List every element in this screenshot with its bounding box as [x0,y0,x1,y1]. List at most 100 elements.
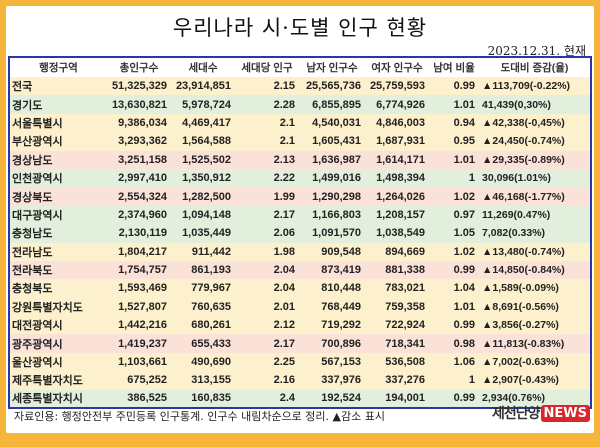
cell-total: 51,325,329 [107,77,171,96]
cell-change: ▲42,338(-0,45%) [479,113,591,133]
table-row: 충청북도 1,593,469 779,967 2.04 810,448 783,021 1.… [9,279,591,298]
cell-male: 1,166,803 [299,205,365,225]
cell-change: 41,439(0,30%) [479,95,591,114]
cell-households: 655,433 [171,334,235,353]
cell-total: 1,419,237 [107,334,171,353]
cell-ratio: 0.99 [429,316,479,335]
cell-change: ▲1,589(-0.09%) [479,279,591,298]
cell-name: 전라북도 [9,260,107,280]
cell-female: 1,264,026 [365,187,429,206]
cell-ratio: 1.02 [429,242,479,261]
cell-ratio: 1.02 [429,187,479,206]
cell-total: 3,251,158 [107,150,171,169]
cell-male: 810,448 [299,279,365,298]
cell-per: 2.4 [235,389,299,409]
cell-total: 675,252 [107,371,171,390]
cell-male: 719,292 [299,316,365,335]
cell-ratio: 0.99 [429,389,479,409]
logo-korean: 제천단양 [492,406,541,422]
table-row: 부산광역시 3,293,362 1,564,588 2.1 1,605,431 1,687… [9,132,591,151]
cell-households: 1,035,449 [171,224,235,243]
cell-per: 2.25 [235,352,299,372]
cell-total: 1,593,469 [107,279,171,298]
source-note: 자료인용: 행정안전부 주민등록 인구통계. 인구수 내림차순으로 정리. ▲감… [14,410,385,423]
cell-female: 1,498,394 [365,168,429,188]
cell-total: 1,103,661 [107,352,171,372]
cell-ratio: 1.01 [429,297,479,317]
cell-female: 1,687,931 [365,132,429,151]
cell-name: 충청북도 [9,279,107,298]
cell-households: 490,690 [171,352,235,372]
cell-name: 경기도 [9,95,107,114]
cell-per: 2.28 [235,95,299,114]
cell-female: 194,001 [365,389,429,409]
cell-change: ▲3,856(-0.27%) [479,316,591,335]
logo-news: NEWS [540,404,590,422]
cell-per: 1.99 [235,187,299,206]
cell-male: 337,976 [299,371,365,390]
cell-ratio: 1.04 [429,279,479,298]
cell-total: 1,442,216 [107,316,171,335]
cell-per: 2.17 [235,205,299,225]
cell-name: 전라남도 [9,242,107,261]
cell-change: ▲7,002(-0.63%) [479,352,591,372]
cell-name: 강원특별자치도 [9,297,107,317]
table-row: 충청남도 2,130,119 1,035,449 2.06 1,091,570 1,038… [9,224,591,243]
cell-female: 536,508 [365,352,429,372]
cell-total: 13,630,821 [107,95,171,114]
cell-name: 전국 [9,77,107,96]
table-row: 대전광역시 1,442,216 680,261 2.12 719,292 722,924 0… [9,316,591,335]
cell-per: 2.22 [235,168,299,188]
cell-ratio: 0.95 [429,132,479,151]
cell-male: 700,896 [299,334,365,353]
cell-female: 722,924 [365,316,429,335]
cell-ratio: 1.06 [429,352,479,372]
cell-per: 2.04 [235,279,299,298]
col-header: 남여 비율 [429,57,479,77]
cell-ratio: 1.05 [429,224,479,243]
cell-households: 1,282,500 [171,187,235,206]
cell-total: 2,130,119 [107,224,171,243]
cell-per: 2.06 [235,224,299,243]
col-header: 도대비 증감(율) [479,57,591,77]
cell-households: 861,193 [171,260,235,280]
cell-change: ▲13,480(-0.74%) [479,242,591,261]
cell-total: 1,527,807 [107,297,171,317]
cell-male: 768,449 [299,297,365,317]
cell-male: 1,091,570 [299,224,365,243]
page-title: 우리나라 시·도별 인구 현황 [172,16,428,40]
cell-female: 783,021 [365,279,429,298]
cell-female: 718,341 [365,334,429,353]
cell-male: 1,605,431 [299,132,365,151]
cell-households: 313,155 [171,371,235,390]
header-row: 행정구역 총인구수 세대수 세대당 인구 남자 인구수 여자 인구수 남여 비율… [9,57,591,77]
cell-households: 911,442 [171,242,235,261]
table-row: 세종특별자치시 386,525 160,835 2.4 192,524 194,001 0.… [9,389,591,409]
col-header: 남자 인구수 [299,57,365,77]
table-row: 전라북도 1,754,757 861,193 2.04 873,419 881,338 0.… [9,260,591,280]
table-row: 전국 51,325,329 23,914,851 2.15 25,565,736 25,7… [9,77,591,96]
cell-name: 경상남도 [9,150,107,169]
cell-change: ▲2,907(-0.43%) [479,371,591,390]
cell-households: 23,914,851 [171,77,235,96]
cell-ratio: 0.94 [429,113,479,133]
cell-per: 2.01 [235,297,299,317]
cell-male: 1,290,298 [299,187,365,206]
cell-households: 680,261 [171,316,235,335]
cell-name: 대구광역시 [9,205,107,225]
table-row: 강원특별자치도 1,527,807 760,635 2.01 768,449 759,35… [9,297,591,317]
cell-change: ▲11,813(-0.83%) [479,334,591,353]
cell-total: 1,754,757 [107,260,171,280]
cell-change: ▲8,691(-0.56%) [479,297,591,317]
cell-households: 1,564,588 [171,132,235,151]
cell-change: ▲24,450(-0.74%) [479,132,591,151]
table-row: 경상남도 3,251,158 1,525,502 2.13 1,636,987 1,614… [9,150,591,169]
panel: 우리나라 시·도별 인구 현황 2023.12.31. 현재 행정구역 총인구수… [6,6,594,433]
table-row: 서울특별시 9,386,034 4,469,417 2.1 4,540,031 4,846… [9,113,591,133]
cell-male: 6,855,895 [299,95,365,114]
cell-total: 2,997,410 [107,168,171,188]
cell-total: 9,386,034 [107,113,171,133]
cell-per: 2.17 [235,334,299,353]
cell-per: 2.13 [235,150,299,169]
cell-female: 759,358 [365,297,429,317]
